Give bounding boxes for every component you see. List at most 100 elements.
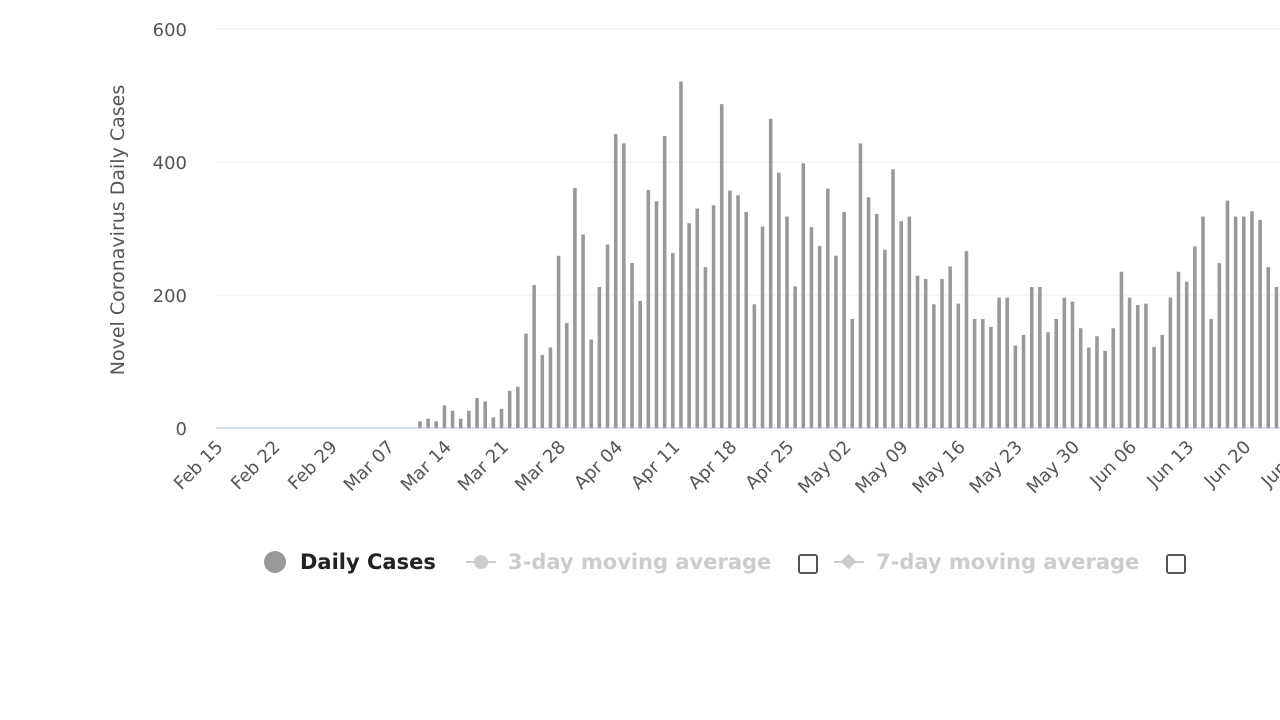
bar [524,333,528,428]
bar [866,197,871,428]
bar [695,208,700,428]
x-tick-label: May 30 [1023,437,1084,498]
bar [1217,263,1222,428]
bar [1127,297,1132,428]
bar [1225,200,1230,428]
bar [891,169,895,428]
bar [507,390,512,428]
bar [1168,297,1173,428]
bar [907,216,912,428]
bar [654,201,659,428]
bar [1078,328,1083,428]
y-tick-label: 0 [176,419,187,440]
bar [915,275,920,428]
bar [817,245,822,428]
y-tick-label: 600 [153,20,187,41]
x-tick-label: Jun 06 [1085,437,1141,493]
bar [556,255,561,428]
bar [458,418,463,428]
bar [1274,287,1279,428]
y-axis-ticks: 0 200 400 600 [153,20,187,440]
bar [1201,216,1205,428]
x-tick-label: Mar 07 [340,437,399,496]
bar [956,303,961,428]
bar [1029,287,1034,428]
bar [1095,336,1099,428]
bar [581,234,585,428]
x-tick-label: Jun 20 [1200,437,1256,493]
bars [418,81,1279,429]
bar [1233,216,1238,428]
bar [801,163,806,428]
x-tick-label: May 23 [966,437,1027,498]
bar [1193,246,1197,428]
x-tick-label: Mar 14 [397,437,456,496]
bar [932,304,936,428]
bar [964,251,969,428]
bar [744,211,749,428]
bar [850,318,855,428]
bar [997,297,1001,428]
bar [622,143,626,428]
bar [540,354,545,428]
bar [711,205,716,428]
bar [752,304,757,428]
bar [834,255,838,428]
x-tick-label: May 16 [908,437,969,498]
legend: Daily Cases 3-day moving average 7-day m… [0,540,1280,584]
y-axis-label: Novel Coronavirus Daily Cases [107,85,129,376]
x-tick-label: Feb 29 [284,437,342,495]
bar [858,143,863,428]
bar [1160,334,1165,428]
bar [972,318,977,428]
x-tick-label: Apr 18 [684,437,741,494]
x-tick-label: Jun 13 [1143,437,1199,493]
x-tick-label: Feb 15 [170,437,228,495]
bar [573,187,577,428]
bar [1176,271,1181,428]
bar [1021,334,1026,428]
bar [1013,345,1018,428]
legend-item-7-day-average[interactable]: 7-day moving average [834,540,1139,584]
bar [662,136,667,428]
bar [948,266,952,428]
bar [1038,287,1042,428]
bar [785,216,789,428]
bar [1135,304,1140,428]
line-diamond-marker-icon [834,551,864,573]
bar [1111,328,1116,428]
bar [1046,332,1050,428]
bar [687,223,691,428]
y-tick-label: 200 [153,286,187,307]
bar [874,213,879,428]
legend-item-daily-cases[interactable]: Daily Cases [264,540,436,584]
bar [1054,318,1058,428]
bar [605,244,610,428]
bar [442,405,447,428]
bar [646,189,651,428]
bar [728,190,732,428]
checkbox-3-day-average[interactable] [798,554,818,574]
bar [793,286,797,428]
bar [589,339,594,428]
bar [760,226,765,428]
bar [923,279,928,428]
x-tick-label: May 02 [794,437,855,498]
checkbox-7-day-average[interactable] [1166,554,1186,574]
legend-item-3-day-average[interactable]: 3-day moving average [466,540,771,584]
x-tick-label: Apr 25 [741,437,798,494]
x-tick-label: Mar 28 [511,437,570,496]
bar [467,410,471,428]
bar [1119,271,1124,428]
bar [1184,281,1189,428]
bar [548,347,553,428]
bar [1103,350,1107,428]
bar [1250,211,1254,428]
legend-label-daily-cases: Daily Cases [300,550,436,574]
bar [426,418,430,428]
bar [842,211,846,428]
bar [940,279,944,428]
bar [809,227,814,428]
bar [483,401,487,428]
